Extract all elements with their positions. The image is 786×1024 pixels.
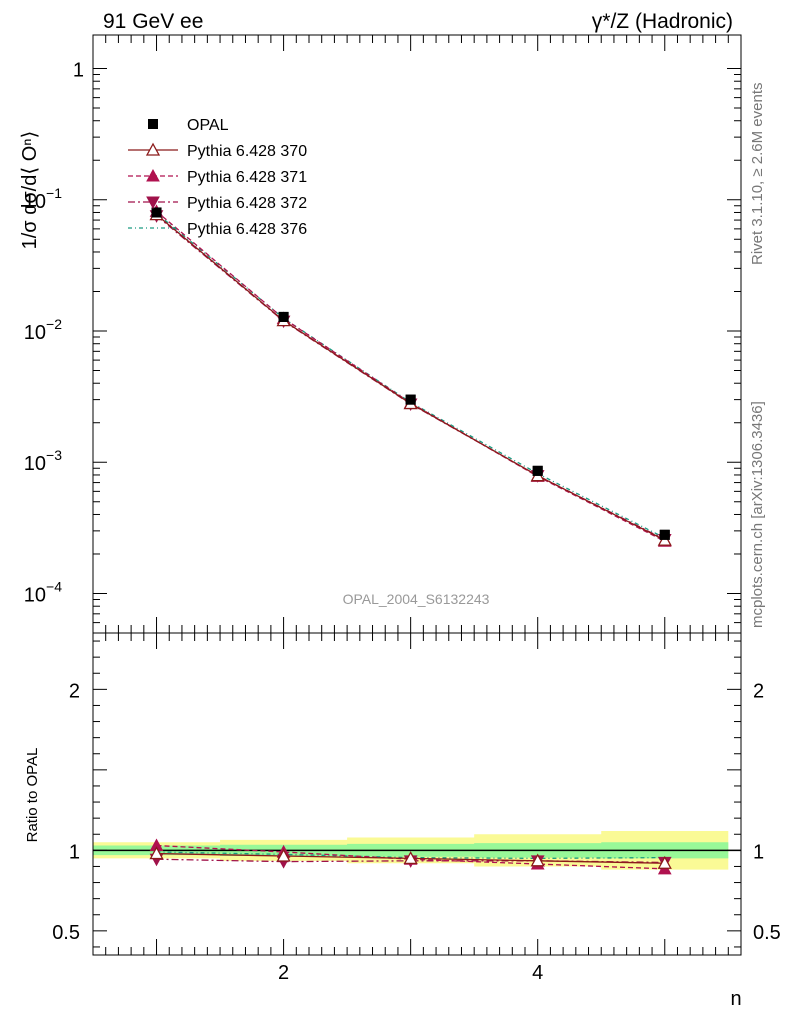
ratio-series-point	[530, 853, 545, 867]
legend-marker	[146, 196, 160, 210]
legend-label: Pythia 6.428 372	[187, 195, 307, 212]
header-left: 91 GeV ee	[103, 10, 203, 33]
legend-marker-opal	[148, 119, 158, 129]
ratio-y-tick-label-left: 1	[69, 841, 80, 863]
legend-entry: Pythia 6.428 376	[128, 221, 307, 238]
ratio-uncertainty-bands	[93, 831, 741, 870]
main-series-line	[156, 215, 666, 541]
x-axis-label: n	[730, 988, 741, 1010]
mcplots-label: mcplots.cern.ch [arXiv:1306.3436]	[749, 401, 766, 628]
opal-data-point	[532, 465, 543, 476]
main-series-line	[156, 214, 666, 541]
ratio-series-point	[276, 848, 291, 862]
legend-marker	[146, 168, 160, 182]
ratio-y-tick-label-right: 0.5	[753, 922, 781, 944]
main-y-axis-label: 1/σ dσ/d⟨ Oⁿ⟩	[19, 131, 41, 250]
ratio-series-layer	[149, 838, 672, 875]
ratio-y-axis-label: Ratio to OPAL	[24, 748, 41, 843]
ratio-series-point	[657, 855, 672, 869]
main-y-tick-label: 10−3	[24, 447, 62, 475]
main-y-tick-label: 10−4	[24, 578, 62, 606]
legend-label: Pythia 6.428 376	[187, 221, 307, 238]
main-series-layer	[149, 204, 672, 547]
opal-data-point	[405, 394, 416, 405]
ratio-y-tick-label-left: 0.5	[52, 922, 80, 944]
main-series-line	[156, 210, 666, 542]
analysis-watermark: OPAL_2004_S6132243	[343, 591, 490, 607]
legend-entry: Pythia 6.428 370	[128, 142, 307, 160]
ratio-y-tick-label-left: 2	[69, 680, 80, 702]
ratio-series-point	[149, 846, 164, 860]
legend-label: Pythia 6.428 370	[187, 143, 307, 160]
main-y-tick-exponent: −4	[46, 578, 62, 594]
legend-entry: Pythia 6.428 371	[128, 168, 307, 186]
main-y-axis: 10−410−310−210−11	[24, 60, 741, 634]
ratio-y-tick-label-right: 2	[753, 680, 764, 702]
legend-label: Pythia 6.428 371	[187, 169, 307, 186]
main-y-tick-mantissa: 10	[24, 322, 46, 344]
main-y-tick-mantissa: 10	[24, 191, 46, 213]
legend: OPAL Pythia 6.428 370 Pythia 6.428 371 Pyth…	[128, 117, 307, 238]
main-y-tick-label: 1	[73, 60, 84, 82]
ratio-series-line	[156, 844, 665, 870]
main-y-tick-mantissa: 10	[24, 584, 46, 606]
x-tick-label: 4	[532, 962, 543, 984]
main-y-tick-label: 10−1	[24, 185, 62, 213]
main-y-tick-exponent: −3	[46, 447, 62, 463]
legend-entry: OPAL	[148, 117, 229, 134]
ratio-y-tick-label-right: 1	[753, 841, 764, 863]
rivet-label: Rivet 3.1.10, ≥ 2.6M events	[749, 83, 766, 266]
x-tick-label: 2	[278, 962, 289, 984]
opal-data-point	[659, 529, 670, 540]
ratio-series-point	[403, 851, 418, 865]
opal-data-point	[151, 207, 162, 218]
main-series-line	[156, 212, 666, 539]
ratio-y-axis: 0.5 0.5 1 1 2 2	[52, 640, 781, 948]
main-y-tick-exponent: −1	[46, 185, 62, 201]
main-y-tick-mantissa: 1	[73, 60, 84, 82]
legend-entry: Pythia 6.428 372	[128, 195, 307, 212]
ratio-plot-frame	[92, 632, 742, 956]
opal-data-point	[278, 311, 289, 322]
main-y-tick-label: 10−2	[24, 316, 62, 344]
legend-marker	[145, 142, 161, 156]
legend-label: OPAL	[187, 117, 229, 134]
header-right: γ*/Z (Hadronic)	[592, 10, 733, 33]
main-y-tick-exponent: −2	[46, 316, 62, 332]
main-y-tick-mantissa: 10	[24, 453, 46, 475]
